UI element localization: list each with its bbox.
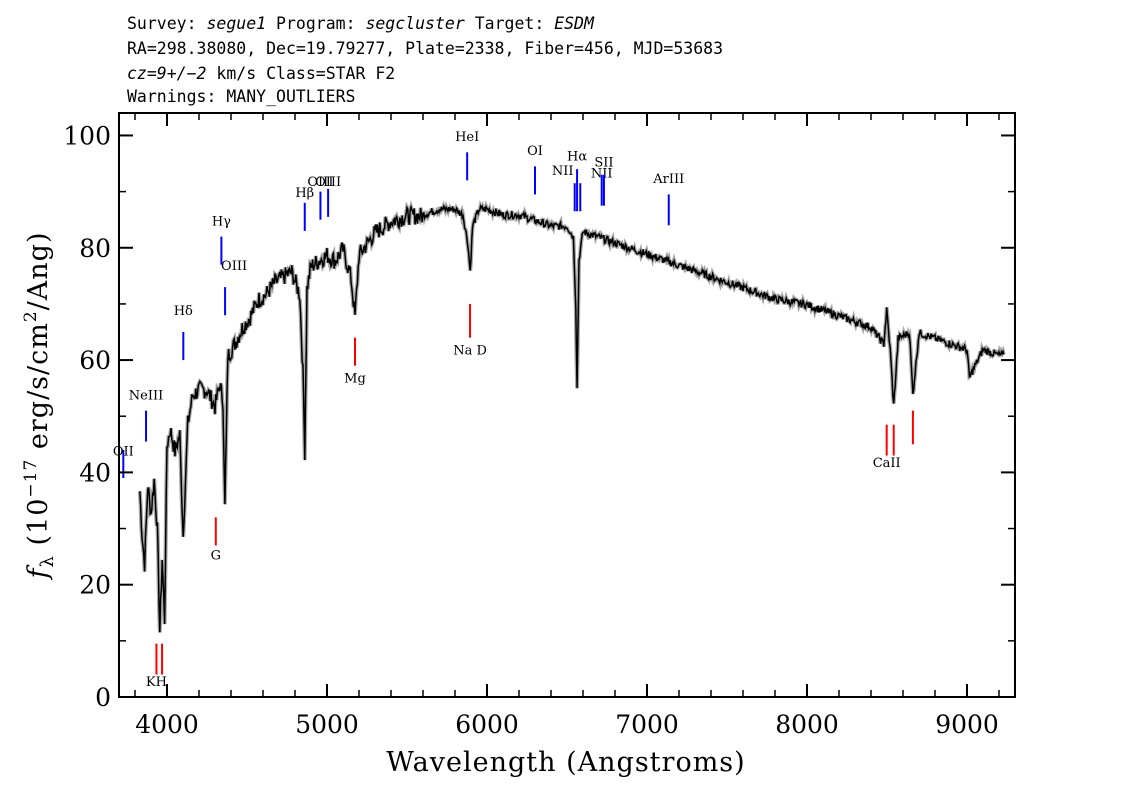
- line-marker-label: OIII: [315, 175, 341, 190]
- x-tick-label: 7000: [615, 710, 679, 739]
- line-marker-label: KH: [146, 675, 167, 690]
- line-marker-label: OIII: [307, 175, 333, 190]
- header-line-class: cz=9+/−2 km/s Class=STAR F2: [127, 64, 395, 83]
- line-marker-label: G: [211, 548, 221, 563]
- x-axis-title: Wavelength (Angstroms): [386, 747, 745, 778]
- line-marker-label: Hδ: [174, 304, 193, 319]
- y-tick-label: 60: [79, 346, 111, 375]
- line-marker-label: CaII: [873, 456, 901, 471]
- plot-frame: [118, 112, 1016, 698]
- line-marker-label: Mg: [344, 372, 366, 387]
- y-tick-label: 0: [95, 683, 111, 712]
- header-line-coords: RA=298.38080, Dec=19.79277, Plate=2338, …: [127, 39, 723, 58]
- y-axis-title: fλ (10−17 erg/s/cm2/Ang): [21, 232, 58, 581]
- line-marker-label: ArIII: [652, 172, 684, 187]
- spectrum-line: [139, 203, 1005, 633]
- line-marker-label: OI: [527, 144, 543, 159]
- header-line-survey: Survey: segue1 Program: segcluster Targe…: [127, 14, 595, 33]
- line-marker-label: Hβ: [295, 186, 314, 201]
- y-tick-label: 100: [63, 121, 111, 150]
- header-line-warnings: Warnings: MANY_OUTLIERS: [127, 87, 355, 106]
- line-marker-label: OIII: [221, 259, 247, 274]
- line-marker-label: NII: [552, 164, 574, 179]
- x-tick-label: 8000: [775, 710, 839, 739]
- line-marker-label: NeIII: [129, 388, 163, 403]
- line-marker-label: OII: [113, 445, 134, 460]
- x-tick-label: 6000: [455, 710, 519, 739]
- spectrum-error-band: [137, 199, 1006, 633]
- line-markers: OIINeIIIHδHγOIIIHβOIIIOIIIHeIOINIIHαNIIS…: [113, 130, 914, 690]
- y-tick-label: 80: [79, 234, 111, 263]
- plot-header: Survey: segue1 Program: segcluster Targe…: [127, 14, 723, 106]
- line-marker-label: Hγ: [212, 214, 231, 229]
- line-marker-label: SII: [594, 155, 613, 170]
- line-marker-label: HeI: [455, 130, 479, 145]
- y-tick-label: 40: [79, 458, 111, 487]
- x-tick-label: 5000: [295, 710, 359, 739]
- x-tick-label: 9000: [935, 710, 999, 739]
- line-marker-label: NII: [591, 167, 613, 182]
- axis-ticks: 4000 5000 6000 7000 8000 9000 0 20 40 60 80 100: [63, 113, 1015, 739]
- line-marker-label: Hα: [567, 150, 587, 165]
- spectrum-series: [137, 199, 1006, 633]
- line-marker-label: Na D: [453, 343, 487, 358]
- x-tick-label: 4000: [135, 710, 199, 739]
- y-tick-label: 20: [79, 571, 111, 600]
